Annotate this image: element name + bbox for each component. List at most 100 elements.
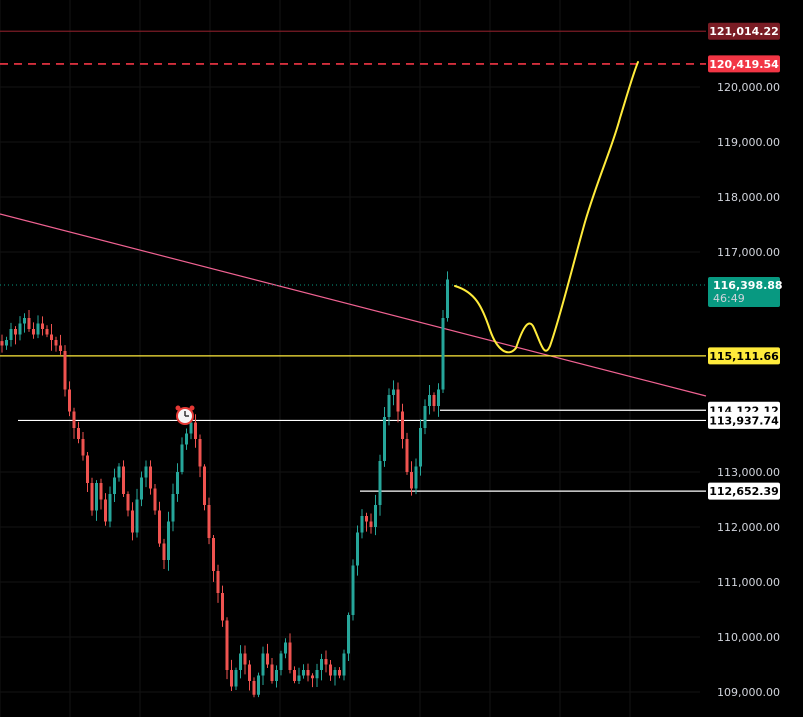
candle-body (365, 516, 368, 522)
price-tag-target-label: 120,419.54 (709, 58, 779, 71)
current-price-tag-label: 116,398.88 (713, 279, 783, 292)
candle-body (266, 653, 269, 665)
candle-body (207, 505, 211, 538)
candle-body (333, 670, 337, 676)
price-tags: 121,014.22120,419.54115,111.66114,122.12… (708, 22, 783, 500)
candle-body (248, 664, 251, 681)
candle-body (405, 439, 409, 472)
tick-label: 110,000.00 (717, 631, 780, 644)
candle-body (351, 565, 355, 615)
candle-body (387, 395, 391, 417)
candle-body (230, 670, 233, 687)
candle-body (396, 389, 400, 412)
tick-label: 111,000.00 (717, 576, 780, 589)
candle-body (126, 494, 130, 511)
candle-body (36, 323, 40, 335)
candle-body (284, 642, 287, 654)
candle-body (0, 341, 4, 346)
candle-body (68, 389, 71, 412)
candle-body (401, 411, 404, 439)
candle-body (41, 323, 44, 329)
candle-body (176, 472, 179, 494)
candle-body (279, 653, 283, 670)
candle-body (185, 433, 188, 445)
candle-body (374, 505, 377, 527)
price-tag-target-bg (708, 55, 780, 73)
candle-body (180, 444, 184, 472)
candle-body (275, 670, 278, 681)
candle-body (212, 538, 215, 571)
alarm-icon-bell (175, 405, 181, 411)
candle-body (27, 318, 31, 329)
candle-body (131, 510, 134, 533)
candle-body (63, 351, 67, 390)
y-axis: 120,000.00 119,000.00 118,000.00 117,000.00… (717, 81, 780, 699)
price-tag-support-yellow-label: 115,111.66 (709, 350, 779, 363)
candle-body (189, 422, 193, 434)
candle-body (140, 477, 143, 500)
candle-body (392, 389, 395, 395)
candle-body (221, 593, 224, 621)
candle-body (306, 670, 310, 676)
candle-body (378, 461, 382, 505)
candle-body (90, 483, 94, 511)
candle-body (257, 675, 260, 695)
candle-body (81, 439, 85, 456)
tick-label: 120,000.00 (717, 81, 780, 94)
candle-body (167, 521, 170, 560)
price-tag-support-yellow-bg (708, 347, 780, 365)
candle-body (410, 472, 413, 489)
candle-body (311, 675, 314, 679)
candle-body (234, 670, 238, 687)
alarm-icon-bell (189, 405, 195, 411)
candle-body (18, 323, 22, 335)
candle-body (338, 670, 341, 676)
candle-body (216, 571, 220, 593)
alarm-icon[interactable] (175, 405, 195, 425)
tick-label: 118,000.00 (717, 191, 780, 204)
candle-body (293, 670, 296, 681)
candle-body (45, 329, 49, 335)
candle-body (320, 659, 323, 670)
projection-layer (454, 61, 639, 354)
tick-label: 112,000.00 (717, 521, 780, 534)
tick-label: 113,000.00 (717, 466, 780, 479)
candle-body (432, 395, 436, 406)
price-tag-level-2-label: 113,937.74 (709, 414, 779, 427)
candle-body (419, 428, 422, 467)
candle-body (225, 620, 229, 670)
price-tag-resistance-top-label: 121,014.22 (709, 25, 779, 38)
candle-body (347, 615, 350, 654)
trendline-layer (0, 213, 707, 397)
tick-label: 119,000.00 (717, 136, 780, 149)
candle-body (113, 477, 116, 494)
candle-body (270, 664, 274, 681)
tick-label: 117,000.00 (717, 246, 780, 259)
price-tag-level-3-label: 112,652.39 (709, 485, 779, 498)
candle-body (171, 494, 175, 522)
candle-body (446, 279, 449, 318)
candle-body (324, 659, 328, 665)
candle-body (203, 466, 206, 505)
candle-body (135, 499, 139, 533)
candle-body (54, 340, 58, 346)
candle-body (5, 340, 8, 346)
candle-body (153, 488, 157, 511)
candle-body (149, 466, 152, 489)
candle-body (104, 499, 107, 522)
candle-body (315, 670, 319, 679)
candle-body (383, 417, 386, 461)
price-tag-level-3-bg (708, 482, 780, 500)
candle-body (14, 329, 17, 335)
price-tag-resistance-top-bg (708, 22, 780, 40)
candle-body (414, 466, 418, 489)
candle-body (122, 466, 125, 494)
candle-body (9, 329, 13, 340)
candle-body (356, 532, 359, 566)
candle-body (252, 681, 256, 695)
candle-body (108, 494, 112, 522)
trendline (0, 213, 707, 397)
candle-body (302, 670, 305, 676)
